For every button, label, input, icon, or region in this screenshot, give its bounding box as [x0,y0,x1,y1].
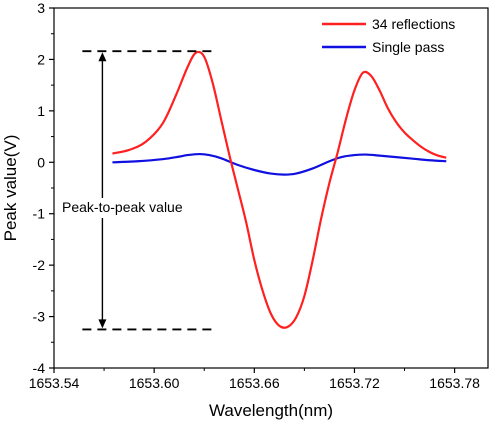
peak-to-peak-label: Peak-to-peak value [62,199,183,215]
x-tick-label: 1653.78 [429,375,480,391]
y-axis-label: Peak value(V) [1,135,20,242]
arrow-head-up-icon [98,52,107,62]
series-line-single-pass [112,152,447,176]
y-tick-label: 2 [37,51,45,67]
y-tick-label: -4 [33,360,46,376]
series-line-34-reflections [112,50,447,329]
legend-label-34-reflections: 34 reflections [372,16,455,32]
axes-layer: 1653.54 1653.60 1653.66 1653.72 1653.78 -4 -3 -… [29,0,489,391]
annotation-label-bg [60,198,210,218]
legend: 34 reflections Single pass [322,16,455,55]
y-tick-label: 1 [37,103,45,119]
y-tick-label: 0 [37,154,45,170]
x-tick-label: 1653.72 [329,375,380,391]
y-tick-label: -2 [33,257,46,273]
x-tick-label: 1653.60 [129,375,180,391]
x-axis-label: Wavelength(nm) [209,401,333,420]
x-tick-label: 1653.66 [229,375,280,391]
y-tick-label: 3 [37,0,45,16]
arrow-head-down-icon [98,319,107,329]
x-tick-label: 1653.54 [29,375,80,391]
annotation-layer: Peak-to-peak value [60,50,213,331]
y-tick-label: -3 [33,309,46,325]
y-tick-label: -1 [33,206,46,222]
legend-label-single-pass: Single pass [372,39,444,55]
series-layer [112,50,447,329]
